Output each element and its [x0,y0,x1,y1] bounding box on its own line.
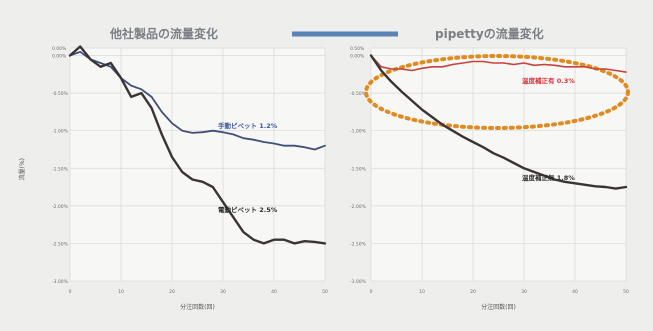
y-tick-label: 0.00% [52,46,67,52]
chart-panel-1: 0.00% 0.00% -0.50% -1.00% -1.50% -2.00% -2.50%… [18,45,328,311]
y-tick-label: -1.00% [350,129,367,135]
y-tick-label: -0.50% [350,91,367,97]
series-annotation: 手動ピペット 1.2% [218,121,278,130]
series-line-1 [370,54,627,73]
right-chart-title: pipettyの流量変化 [435,26,544,41]
charts-group: 0.00% 0.00% -0.50% -1.00% -1.50% -2.00% -2.50%… [18,45,630,311]
y-axis-label: 流量(%) [18,158,26,180]
x-tick-label: 40 [572,289,578,295]
chart-panel-2: 0.50% 0.00% -0.50% -1.00% -1.50% -2.00% -2.50%… [350,46,630,311]
x-tick-label: 10 [118,289,124,295]
y-tick-label: -1.50% [52,166,69,172]
x-tick-label: 0 [370,289,373,295]
series-line-2 [369,54,628,190]
series-annotation: 電動ピペット 2.5% [218,205,278,214]
x-tick-label: 50 [322,289,328,295]
y-tick-label: -2.00% [52,204,69,210]
x-axis-label: 分注回数(回) [180,303,215,311]
y-tick-label: 0.00% [350,54,365,60]
y-tick-label: -1.50% [350,166,367,172]
x-tick-label: 20 [169,289,175,295]
y-tick-label: -2.50% [350,241,367,247]
y-tick-label: -0.50% [52,91,69,97]
left-chart-title: 他社製品の流量変化 [109,26,218,41]
series-annotation: 温度補正有 0.3% [522,76,575,85]
series-annotation: 温度補正無 1.8% [522,173,575,182]
x-tick-label: 0 [69,289,72,295]
x-tick-label: 10 [419,289,425,295]
x-axis-label: 分注回数(回) [481,303,516,311]
x-tick-label: 30 [521,289,527,295]
y-tick-label: -3.00% [52,279,69,285]
series-line-1 [69,50,326,151]
x-tick-label: 40 [271,289,277,295]
y-tick-label: 0.00% [52,54,67,60]
y-tick-label: -1.00% [52,129,69,135]
x-tick-label: 30 [220,289,226,295]
series-line-2 [68,45,327,245]
highlight-ellipse [364,54,630,130]
x-tick-label: 20 [470,289,476,295]
x-tick-label: 50 [623,289,629,295]
y-tick-label: 0.50% [350,46,365,52]
y-tick-label: -3.00% [350,279,367,285]
y-tick-label: -2.00% [350,204,367,210]
plot-area [371,48,626,281]
plot-area [70,48,325,281]
y-tick-label: -2.50% [52,241,69,247]
